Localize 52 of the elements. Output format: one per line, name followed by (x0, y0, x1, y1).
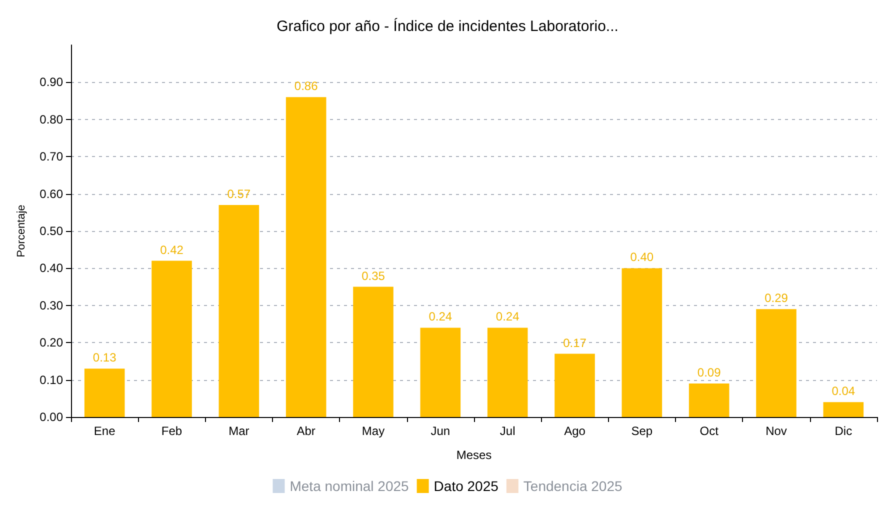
bar (554, 354, 595, 417)
bar (420, 328, 461, 417)
data-label: 0.35 (362, 268, 386, 283)
x-tick-label: Oct (700, 424, 720, 438)
data-label: 0.13 (92, 350, 117, 365)
legend-label: Meta nominal 2025 (290, 478, 410, 494)
legend-label: Dato 2025 (434, 478, 499, 494)
legend-label: Tendencia 2025 (523, 478, 622, 494)
bar (218, 204, 260, 417)
x-tick-label: May (362, 424, 385, 438)
data-label: 0.40 (630, 250, 654, 264)
data-label: 0.04 (832, 384, 856, 398)
bar (84, 368, 125, 417)
bar (756, 309, 796, 417)
bar (353, 286, 394, 417)
bar (152, 260, 192, 417)
data-label: 0.29 (764, 291, 788, 306)
x-tick-label: Sep (631, 424, 653, 438)
text: 0.00 (40, 410, 63, 424)
x-tick-label: Mar (228, 424, 250, 438)
bar (286, 97, 326, 417)
text: 0.70 (40, 150, 63, 164)
data-label: 0.86 (294, 79, 318, 94)
text: 0.50 (40, 224, 63, 238)
x-tick-label: Ago (564, 424, 586, 438)
text: 0.10 (40, 372, 63, 387)
data-label: 0.57 (227, 186, 251, 201)
text: 0.20 (40, 336, 63, 350)
text: 0.30 (40, 298, 63, 312)
x-tick-label: Jun (430, 424, 450, 438)
y-axis-title: Porcentaje (16, 204, 28, 258)
x-tick-label: Ene (94, 424, 116, 438)
bar (823, 402, 864, 417)
x-tick-label: Nov (766, 424, 787, 438)
data-label: 0.24 (496, 310, 520, 324)
data-label: 0.17 (563, 336, 587, 350)
bar (688, 384, 730, 417)
chart-title: Grafico por año - Índice de incidentes Laboratorio... (276, 17, 618, 35)
data-label: 0.24 (428, 310, 452, 324)
text: 0.40 (40, 261, 63, 276)
text: 0.80 (40, 112, 63, 126)
x-tick-label: Abr (296, 424, 316, 438)
bar (622, 268, 662, 417)
text: 0.90 (40, 75, 63, 90)
x-tick-label: Dic (834, 424, 852, 438)
data-label: 0.09 (697, 366, 722, 380)
bar (487, 328, 528, 417)
x-axis-title: Meses (456, 448, 492, 462)
text: 0.60 (40, 186, 63, 201)
data-label: 0.42 (160, 242, 184, 257)
x-tick-label: Feb (161, 424, 182, 438)
x-tick-label: Jul (500, 424, 516, 438)
